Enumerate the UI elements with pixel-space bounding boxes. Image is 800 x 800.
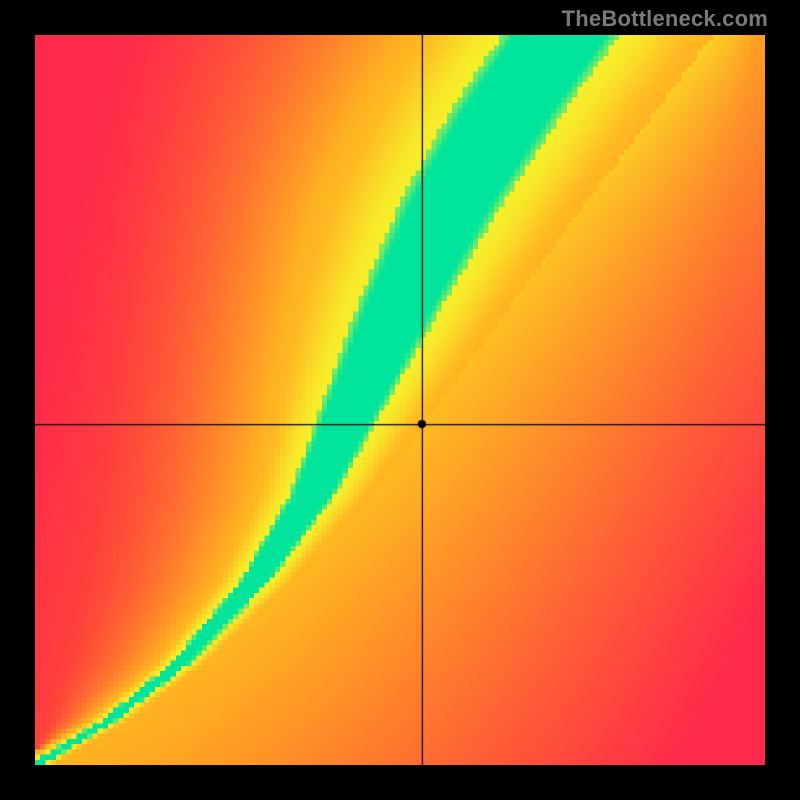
watermark-text: TheBottleneck.com: [562, 6, 768, 32]
crosshair-overlay: [35, 35, 765, 765]
